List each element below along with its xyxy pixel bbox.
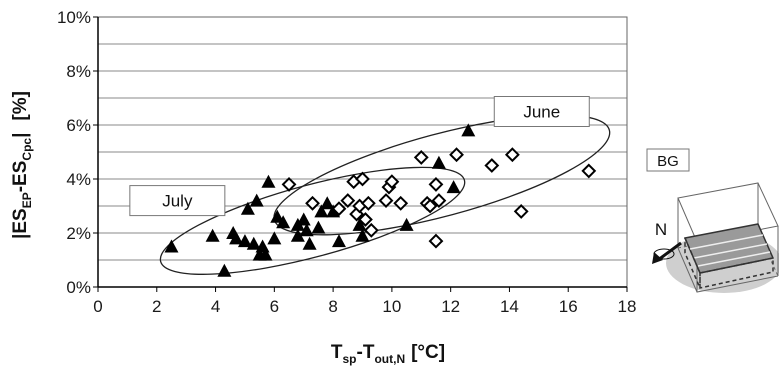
diamond-marker (581, 163, 597, 179)
triangle-marker (290, 228, 305, 242)
diamond-marker (340, 193, 356, 209)
y-tick-label: 8% (66, 62, 91, 81)
compass-label: N (655, 220, 667, 239)
diamond-marker (358, 212, 373, 227)
diamond-marker (431, 193, 447, 209)
triangle-marker (258, 247, 273, 261)
triangle-marker (311, 220, 326, 234)
diamond-marker (384, 174, 400, 190)
triangle-marker (320, 196, 335, 210)
diamond-marker (393, 195, 409, 211)
x-tick-label: 0 (93, 297, 102, 316)
data-points (164, 123, 597, 277)
triangle-marker (249, 193, 264, 207)
x-tick-label: 6 (270, 297, 279, 316)
x-tick-label: 10 (382, 297, 401, 316)
triangle-marker (246, 236, 261, 250)
triangle-marker (331, 234, 346, 248)
triangle-marker (267, 231, 282, 245)
triangle-marker (302, 236, 317, 250)
triangle-marker (205, 228, 220, 242)
triangle-marker (399, 217, 414, 231)
diamond-marker (413, 149, 429, 165)
triangle-marker (276, 215, 291, 229)
diamond-marker (331, 201, 347, 217)
y-tick-label: 10% (57, 8, 91, 27)
axes (93, 16, 628, 292)
diamond-marker (305, 195, 320, 211)
triangle-marker (296, 212, 311, 226)
triangle-marker (355, 228, 370, 242)
annotation-box (129, 185, 226, 217)
diamond-marker (504, 147, 520, 163)
triangle-marker (164, 239, 179, 253)
x-tick-label: 8 (328, 297, 337, 316)
compass-arrow-icon (652, 241, 682, 264)
tick-labels: 0 2 4 6 8 10 12 14 16 18 0% 2% 4% 6% 8% 10% (57, 8, 636, 316)
x-tick-label: 16 (559, 297, 578, 316)
annotation-box (493, 96, 590, 127)
x-tick-label: 4 (211, 297, 220, 316)
y-tick-label: 0% (66, 278, 91, 297)
orientation-inset: BG N (646, 148, 779, 293)
annotation-label: June (523, 103, 560, 122)
diamond-marker (360, 195, 376, 211)
x-tick-label: 18 (618, 297, 637, 316)
diamond-marker (281, 176, 297, 192)
diamond-marker (428, 233, 444, 249)
annotations: July June (129, 96, 590, 217)
y-tick-label: 2% (66, 224, 91, 243)
triangle-marker (314, 204, 329, 218)
y-axis-label: |ESEP-ESCpc|[%] (10, 91, 34, 239)
x-axis-label: Tsp-Tout,N [°C] (331, 342, 445, 366)
triangle-marker (237, 234, 252, 248)
x-tick-label: 14 (500, 297, 519, 316)
y-tick-label: 4% (66, 170, 91, 189)
x-tick-label: 2 (152, 297, 161, 316)
triangle-marker (299, 223, 314, 237)
y-tick-label: 6% (66, 116, 91, 135)
x-tick-label: 12 (441, 297, 460, 316)
triangle-marker (229, 231, 244, 245)
triangle-marker (431, 155, 446, 169)
triangle-marker (240, 201, 255, 215)
triangle-marker (217, 263, 232, 277)
triangle-marker (261, 174, 276, 188)
annotation-label: July (162, 192, 193, 211)
diamond-marker (422, 198, 438, 214)
inset-label-box (646, 148, 690, 172)
triangle-marker (446, 180, 461, 194)
building-box-icon (677, 182, 779, 293)
inset-label: BG (657, 153, 679, 170)
diamond-marker (513, 203, 529, 219)
diamond-marker (484, 158, 500, 173)
triangle-marker (352, 217, 367, 231)
triangle-marker (461, 123, 476, 137)
triangle-marker (326, 204, 341, 218)
diamond-marker (363, 222, 379, 238)
diamond-marker (428, 176, 444, 192)
diamond-marker (449, 147, 464, 163)
diamond-marker (355, 171, 370, 187)
diamond-marker (378, 193, 394, 209)
triangle-marker (270, 209, 285, 223)
